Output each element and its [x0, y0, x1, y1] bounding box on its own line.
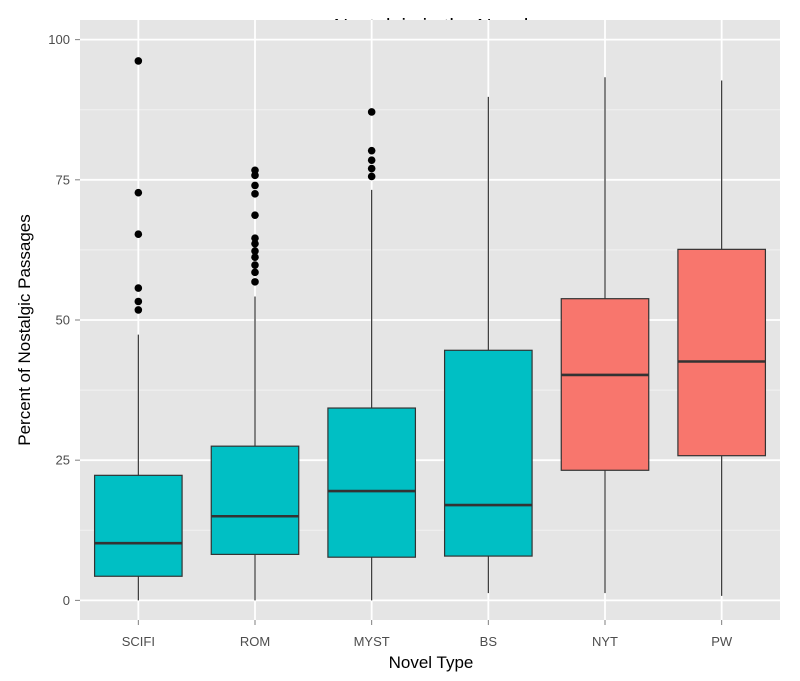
y-axis: 0 25 50 75 100 [48, 32, 80, 608]
x-tick-label: NYT [592, 634, 618, 649]
outlier-point [367, 164, 376, 173]
outlier-point [367, 108, 376, 116]
x-tick-label: BS [480, 634, 498, 649]
outlier-point [134, 297, 143, 306]
y-tick-label: 0 [63, 593, 70, 608]
x-axis: SCIFI ROM MYST BS NYT PW [122, 620, 733, 649]
y-tick-label: 50 [56, 313, 70, 328]
outlier-point [251, 247, 259, 255]
outlier-point [134, 57, 143, 65]
box-pw [677, 80, 767, 596]
outlier-point [367, 172, 376, 181]
outlier-point [134, 284, 143, 292]
outlier-point [367, 156, 376, 164]
outlier-point [134, 306, 143, 314]
gridlines [80, 20, 780, 620]
outlier-point [251, 278, 259, 286]
outlier-point [251, 181, 259, 190]
outlier-point [251, 190, 259, 198]
outlier-point [367, 146, 376, 155]
outlier-point [251, 166, 259, 175]
iqr-box [560, 298, 650, 471]
box-series [93, 57, 767, 601]
box-bs [443, 96, 533, 594]
outlier-point [251, 268, 259, 277]
x-tick-label: PW [711, 634, 733, 649]
x-tick-label: SCIFI [122, 634, 155, 649]
box-nyt [560, 77, 650, 594]
outlier-point [251, 239, 259, 248]
iqr-box [327, 407, 417, 558]
outlier-point [251, 234, 259, 242]
box-rom [210, 166, 300, 601]
y-axis-title: Percent of Nostalgic Passages [15, 214, 34, 446]
outlier-point [134, 230, 143, 239]
outlier-point [251, 253, 259, 261]
x-tick-label: MYST [354, 634, 390, 649]
outlier-point [251, 261, 259, 269]
box-scifi [93, 57, 183, 601]
iqr-box [677, 248, 767, 457]
iqr-box [443, 349, 533, 557]
x-tick-label: ROM [240, 634, 270, 649]
outlier-point [251, 211, 259, 219]
x-axis-title: Novel Type [389, 653, 474, 672]
iqr-box [210, 445, 300, 555]
y-tick-label: 100 [48, 32, 70, 47]
box-myst [327, 108, 417, 601]
iqr-box [93, 474, 183, 577]
outlier-point [134, 188, 143, 197]
y-tick-label: 25 [56, 453, 70, 468]
y-tick-label: 75 [56, 172, 70, 187]
